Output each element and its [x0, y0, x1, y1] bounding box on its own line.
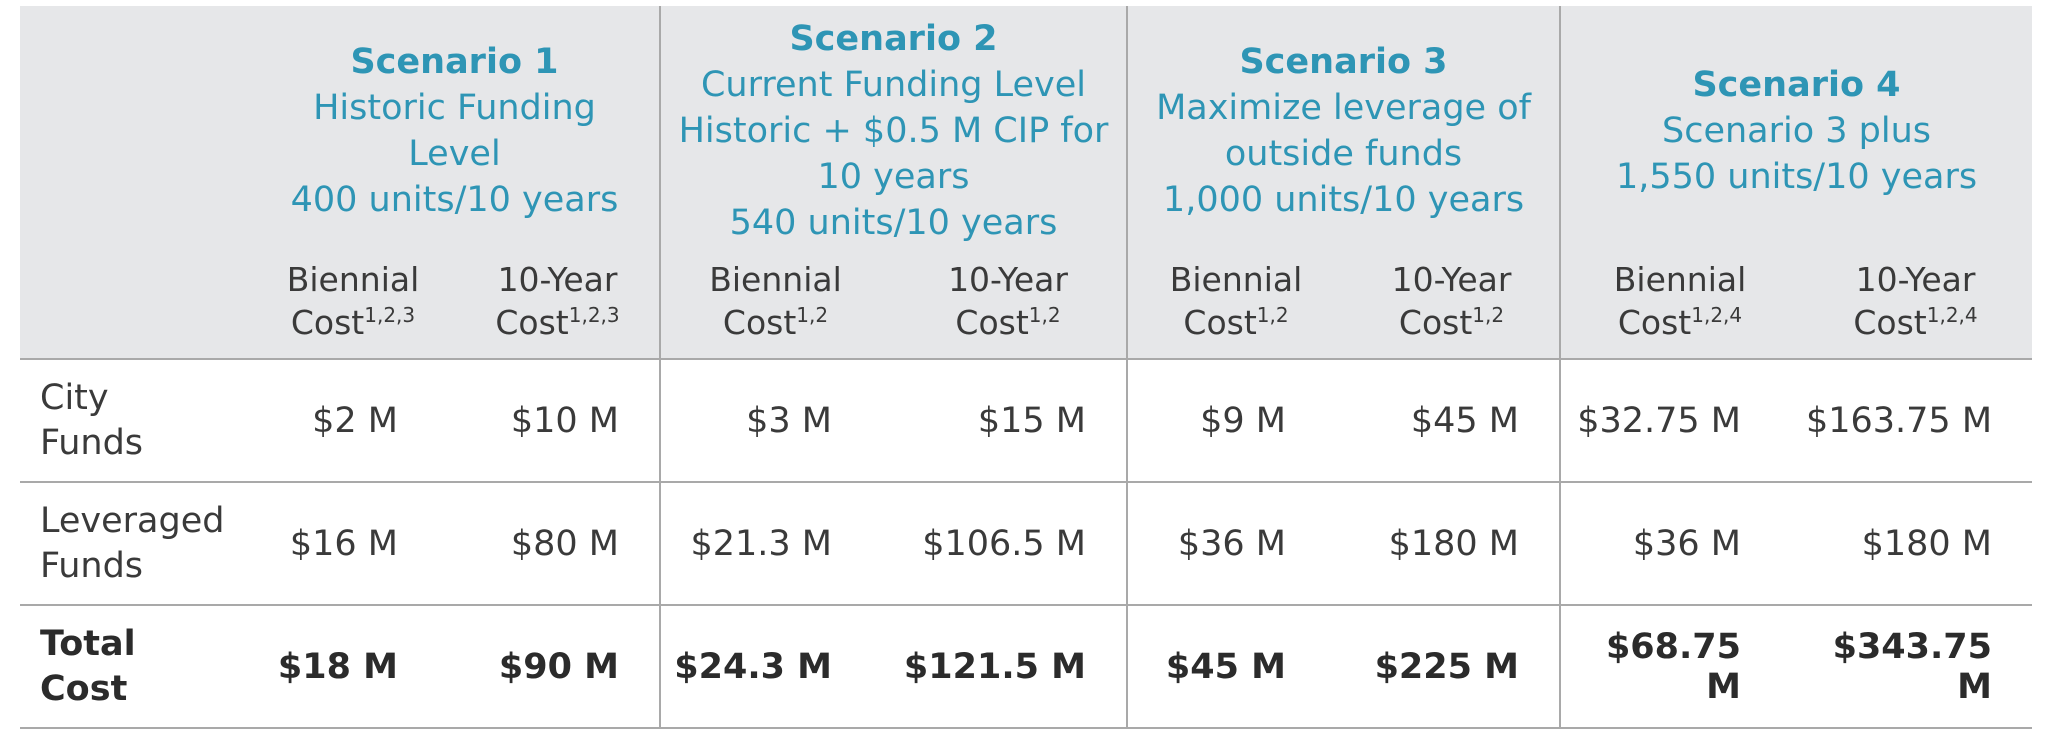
scenario-description: Historic + $0.5 M CIP for [678, 111, 1109, 151]
scenario-title: Scenario 3 [1239, 42, 1448, 82]
value-cell: $21.3 M [659, 482, 890, 605]
scenario-units: 1,000 units/10 years [1162, 180, 1525, 220]
column-label: Biennial [1613, 260, 1747, 299]
biennial-cost-header: Biennial Cost1,2,4 [1559, 256, 1800, 359]
row-label-line: Funds [40, 545, 144, 586]
column-label: 10-Year [948, 260, 1068, 299]
scenario-units: 540 units/10 years [729, 203, 1058, 243]
table-row-city-funds: City Funds $2 M $10 M $3 M $15 M $9 M $45… [20, 359, 2033, 482]
footnote-marker: 1,2,4 [1926, 303, 1978, 327]
value-cell: $180 M [1388, 523, 1520, 564]
column-label: Cost [1617, 303, 1692, 342]
value-cell: $121.5 M [903, 646, 1086, 687]
footnote-marker: 1,2,4 [1691, 303, 1743, 327]
row-label: Total Cost [20, 605, 250, 728]
column-label: Biennial [709, 260, 842, 299]
scenario-header-row: Scenario 1 Historic Funding Level 400 un… [20, 6, 2033, 359]
value-cell: $45 M [1126, 605, 1344, 728]
column-label: Biennial [286, 260, 420, 299]
value-cell: $343.75 M [1832, 626, 1993, 707]
cost-header-row: Biennial Cost1,2,3 10-Year Cost1,2,3 Bienn… [20, 256, 2033, 359]
scenario-title: Scenario 2 [789, 19, 998, 59]
scenario-3-header: Scenario 3 Maximize leverage of outside … [1125, 6, 1561, 256]
scenario-description: Maximize leverage of [1156, 88, 1531, 128]
footnote-marker: 1,2 [1256, 303, 1289, 327]
biennial-cost-header: Biennial Cost1,2,3 [250, 256, 456, 359]
column-label: Cost [290, 303, 365, 342]
footnote-marker: 1,2 [796, 303, 829, 327]
value-cell: $16 M [289, 523, 398, 564]
scenario-2-header: Scenario 2 Current Funding Level Histori… [659, 6, 1127, 256]
row-label-line: Cost [40, 668, 128, 709]
scenario-description: Historic Funding [313, 88, 596, 128]
footnote-marker: 1,2 [1472, 303, 1505, 327]
value-cell: $163.75 M [1805, 400, 1993, 441]
scenario-description: Scenario 3 plus [1662, 111, 1932, 151]
column-label: Biennial [1169, 260, 1303, 299]
column-label: Cost [1853, 303, 1927, 342]
column-label: 10-Year [1391, 260, 1512, 299]
scenario-description: outside funds [1224, 134, 1463, 174]
value-cell: $2 M [312, 400, 398, 441]
value-cell: $15 M [977, 400, 1086, 441]
value-cell: $10 M [510, 400, 619, 441]
value-cell: $36 M [1126, 482, 1344, 605]
row-label: City Funds [20, 359, 250, 482]
scenario-description: 10 years [817, 157, 970, 197]
value-cell: $45 M [1410, 400, 1520, 441]
scenario-description: Level [408, 134, 501, 174]
table-row-total-cost: Total Cost $18 M $90 M $24.3 M $121.5 M $… [20, 605, 2033, 728]
footnote-marker: 1,2,3 [568, 303, 620, 327]
scenario-4-header: Scenario 4 Scenario 3 plus 1,550 units/1… [1559, 6, 2033, 256]
table-row-leveraged-funds: Leveraged Funds $16 M $80 M $21.3 M $106.… [20, 482, 2033, 605]
value-cell: $24.3 M [659, 605, 890, 728]
scenario-title: Scenario 4 [1692, 65, 1901, 105]
row-label-line: Total [40, 623, 136, 664]
scenario-title: Scenario 1 [350, 42, 559, 82]
column-label: Cost [722, 303, 797, 342]
corner-cell [20, 6, 250, 359]
column-label: Cost [1183, 303, 1257, 342]
ten-year-cost-header: 10-Year Cost1,2,3 [456, 256, 660, 359]
row-label: Leveraged Funds [20, 482, 250, 605]
scenario-description: Current Funding Level [700, 65, 1087, 105]
value-cell: $9 M [1126, 359, 1344, 482]
value-cell: $36 M [1559, 482, 1800, 605]
ten-year-cost-header: 10-Year Cost1,2 [890, 256, 1127, 359]
footnote-marker: 1,2 [1028, 303, 1061, 327]
funding-scenarios-table: Scenario 1 Historic Funding Level 400 un… [20, 6, 2033, 729]
value-cell: $18 M [277, 646, 398, 687]
value-cell: $32.75 M [1559, 359, 1800, 482]
ten-year-cost-header: 10-Year Cost1,2 [1344, 256, 1561, 359]
column-label: Cost [955, 303, 1029, 342]
value-cell: $80 M [510, 523, 619, 564]
biennial-cost-header: Biennial Cost1,2 [659, 256, 890, 359]
row-label-line: Funds [40, 422, 144, 463]
scenario-units: 400 units/10 years [290, 180, 619, 220]
column-label: 10-Year [497, 260, 618, 299]
column-label: Cost [1398, 303, 1473, 342]
row-label-line: City [40, 377, 109, 418]
value-cell: $3 M [659, 359, 890, 482]
value-cell: $68.75 M [1559, 605, 1800, 728]
biennial-cost-header: Biennial Cost1,2 [1126, 256, 1344, 359]
ten-year-cost-header: 10-Year Cost1,2,4 [1799, 256, 2033, 359]
column-label: 10-Year [1855, 260, 1976, 299]
scenario-1-header: Scenario 1 Historic Funding Level 400 un… [250, 6, 660, 256]
value-cell: $90 M [498, 646, 619, 687]
row-label-line: Leveraged [40, 500, 225, 541]
value-cell: $180 M [1861, 523, 1993, 564]
footnote-marker: 1,2,3 [364, 303, 416, 327]
value-cell: $106.5 M [922, 523, 1086, 564]
column-label: Cost [495, 303, 569, 342]
scenario-units: 1,550 units/10 years [1615, 157, 1978, 197]
value-cell: $225 M [1374, 646, 1520, 687]
